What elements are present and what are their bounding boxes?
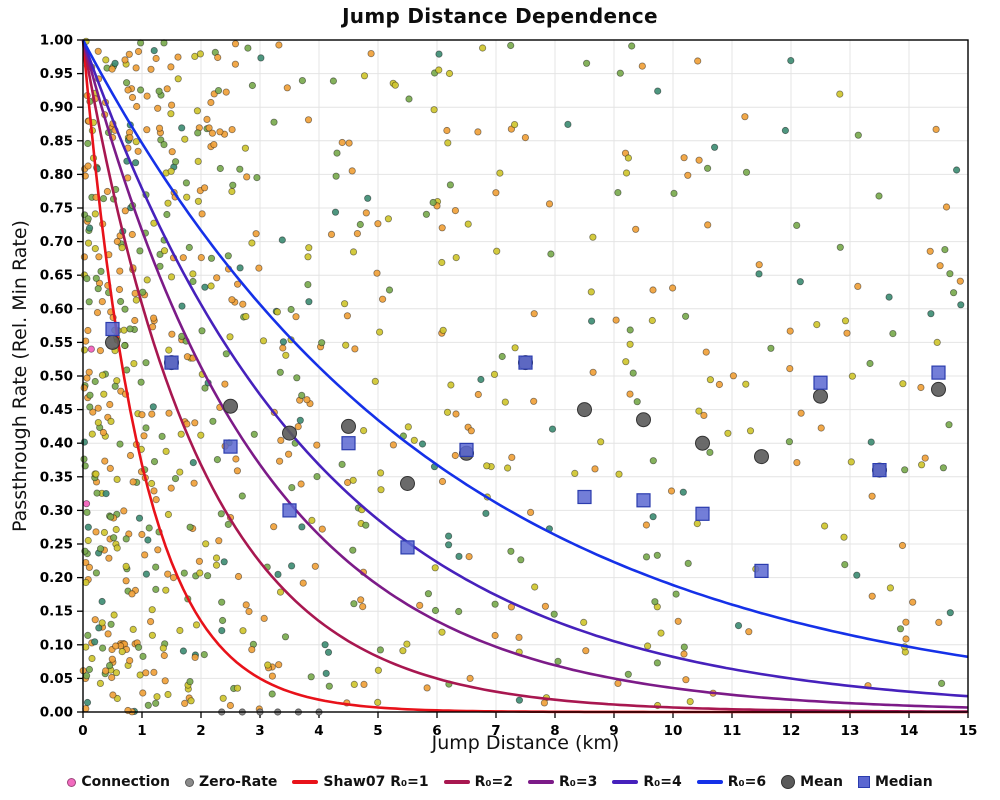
- x-axis-label: Jump Distance (km): [431, 732, 620, 754]
- legend-item-connection: Connection: [67, 774, 170, 790]
- chart-title: Jump Distance Dependence: [342, 4, 658, 28]
- legend-marker-r-3: [527, 780, 554, 784]
- legend-item-median: Median: [858, 774, 933, 790]
- legend-marker-shaw07-r-1: [292, 780, 319, 784]
- svg-text:0.25: 0.25: [40, 537, 73, 553]
- legend-label-r-4: R₀=4: [643, 774, 682, 790]
- svg-text:14: 14: [900, 723, 919, 739]
- svg-text:0.95: 0.95: [40, 66, 73, 82]
- svg-text:1.00: 1.00: [40, 33, 73, 49]
- legend-item-r-4: R₀=4: [612, 774, 682, 790]
- legend: Connection Zero-Rate Shaw07 R₀=1 R₀=2 R₀=3 R₀…: [0, 768, 1000, 796]
- legend-marker-zero-rate: [185, 777, 195, 787]
- legend-marker-median: [858, 776, 870, 788]
- svg-text:4: 4: [314, 723, 323, 739]
- svg-text:10: 10: [664, 723, 683, 739]
- legend-item-r-6: R₀=6: [696, 774, 767, 790]
- svg-text:0.10: 0.10: [40, 637, 73, 653]
- plot-canvas: 0 1 2 3 4 5 6 7 8 9 10 11 12 13 14 150.000.050.100.150.…: [40, 33, 978, 740]
- svg-text:0.40: 0.40: [40, 436, 73, 452]
- svg-text:0.05: 0.05: [40, 671, 73, 687]
- legend-label-mean: Mean: [800, 774, 843, 790]
- svg-text:0.55: 0.55: [40, 335, 73, 351]
- y-axis-label: Passthrough Rate (Rel. Min Rate): [9, 220, 31, 532]
- legend-marker-mean: [781, 775, 796, 789]
- legend-label-r-2: R₀=2: [474, 774, 513, 790]
- legend-label-zero-rate: Zero-Rate: [199, 774, 278, 790]
- legend-item-r-2: R₀=2: [443, 774, 513, 790]
- svg-text:0.20: 0.20: [40, 570, 73, 586]
- svg-text:6: 6: [432, 723, 441, 739]
- svg-text:5: 5: [373, 723, 382, 739]
- svg-text:0.30: 0.30: [40, 503, 73, 519]
- legend-item-shaw07-r-1: Shaw07 R₀=1: [292, 774, 429, 790]
- svg-text:12: 12: [782, 723, 801, 739]
- svg-text:8: 8: [550, 723, 559, 739]
- svg-text:13: 13: [841, 723, 860, 739]
- legend-label-r-3: R₀=3: [558, 774, 598, 790]
- svg-text:0: 0: [78, 723, 87, 739]
- legend-label-r-6: R₀=6: [727, 774, 767, 790]
- legend-item-mean: Mean: [781, 774, 843, 790]
- svg-text:0.90: 0.90: [40, 100, 73, 116]
- svg-text:0.35: 0.35: [40, 469, 73, 485]
- svg-text:2: 2: [196, 723, 205, 739]
- svg-text:0.75: 0.75: [40, 201, 73, 217]
- legend-marker-r-4: [612, 780, 639, 784]
- legend-marker-r-6: [696, 780, 723, 784]
- svg-text:3: 3: [255, 723, 264, 739]
- svg-text:15: 15: [959, 723, 978, 739]
- legend-label-shaw07-r-1: Shaw07 R₀=1: [323, 774, 429, 790]
- legend-label-median: Median: [875, 774, 933, 790]
- legend-item-zero-rate: Zero-Rate: [185, 774, 277, 790]
- svg-text:0.70: 0.70: [40, 234, 73, 250]
- svg-text:0.50: 0.50: [40, 369, 73, 385]
- legend-marker-connection: [67, 777, 77, 787]
- legend-item-r-3: R₀=3: [527, 774, 598, 790]
- svg-text:9: 9: [609, 723, 618, 739]
- svg-text:11: 11: [723, 723, 742, 739]
- svg-text:0.80: 0.80: [40, 167, 73, 183]
- svg-text:0.15: 0.15: [40, 604, 73, 620]
- svg-text:0.65: 0.65: [40, 268, 73, 284]
- svg-text:0.60: 0.60: [40, 301, 73, 317]
- svg-text:0.00: 0.00: [40, 705, 73, 721]
- svg-text:0.45: 0.45: [40, 402, 73, 418]
- svg-text:7: 7: [491, 723, 500, 739]
- svg-text:0.85: 0.85: [40, 133, 73, 149]
- legend-marker-r-2: [443, 780, 470, 784]
- svg-text:1: 1: [137, 723, 146, 739]
- legend-label-connection: Connection: [81, 774, 171, 790]
